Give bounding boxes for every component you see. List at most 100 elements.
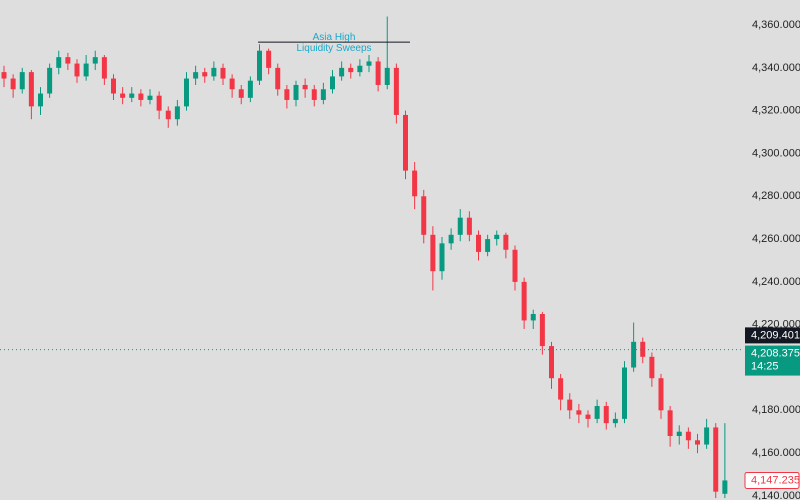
candle-body [83, 63, 89, 77]
candle-body [330, 76, 335, 90]
candle-body [549, 346, 554, 379]
y-tick-label: 4,320.000 [752, 105, 800, 117]
price-badge-label: 4,208.375 [751, 347, 800, 359]
price-badge-label: 4,147.235 [751, 474, 800, 486]
candle-body [375, 61, 381, 85]
y-tick-label: 4,340.000 [752, 62, 800, 74]
candle-body [211, 67, 217, 77]
candle-body [622, 367, 627, 419]
candle-body [320, 89, 326, 100]
candle-body [539, 313, 545, 347]
candle-body [65, 57, 71, 64]
candle-body [275, 67, 281, 90]
candle-body [238, 89, 244, 98]
y-tick-label: 4,140.000 [752, 490, 800, 500]
candle-body [138, 93, 144, 100]
candle-body [494, 234, 500, 240]
candle-body [311, 89, 317, 100]
candle-body [357, 65, 363, 73]
candle-body [339, 67, 345, 77]
candle-body [156, 95, 162, 111]
candle-body [412, 170, 418, 197]
price-badge [745, 327, 800, 344]
countdown-label: 14:25 [751, 360, 779, 372]
candle-body [10, 78, 16, 90]
y-tick-label: 4,360.000 [752, 19, 800, 31]
candle-body [92, 57, 98, 64]
candle-body [247, 80, 253, 98]
candle-body [38, 93, 43, 107]
candle-body [28, 72, 34, 107]
candle-body [558, 378, 564, 400]
candle-body [631, 341, 637, 368]
annotation-text: Asia High [313, 32, 356, 43]
candle-body [384, 67, 390, 85]
candle-body [56, 57, 62, 68]
candle-body [284, 89, 290, 100]
candle-body [585, 414, 591, 419]
candle-body [403, 114, 408, 171]
candle-body [503, 234, 509, 250]
candle-body [1, 72, 7, 79]
y-tick-label: 4,240.000 [752, 276, 800, 288]
candle-body [74, 63, 80, 77]
candle-body [713, 427, 719, 492]
y-tick-label: 4,260.000 [752, 233, 800, 245]
candle-body [266, 50, 272, 68]
y-tick-label: 4,160.000 [752, 447, 800, 459]
candle-body [147, 95, 153, 100]
candle-body [120, 93, 126, 98]
candle-body [576, 410, 582, 415]
candle-body [530, 313, 536, 321]
candle-body [512, 249, 518, 282]
candle-body [229, 78, 235, 90]
candle-body [393, 67, 399, 115]
y-tick-label: 4,300.000 [752, 147, 800, 159]
candle-body [567, 399, 573, 411]
candle-body [101, 57, 107, 79]
candle-body [695, 440, 700, 445]
candle-body [165, 110, 171, 120]
candle-body [19, 72, 25, 90]
candle-body [220, 67, 226, 79]
candle-body [640, 341, 646, 357]
annotation-text: Liquidity Sweeps [296, 43, 371, 54]
candle-body [485, 239, 491, 252]
candle-body [439, 243, 445, 272]
candle-body [521, 281, 527, 321]
candle-body [430, 234, 436, 272]
candle-body [658, 378, 664, 411]
y-tick-label: 4,280.000 [752, 190, 800, 202]
candle-body [129, 93, 135, 98]
candle-body [603, 406, 609, 424]
candle-body [612, 418, 618, 424]
price-badge [744, 471, 800, 489]
candle-body [476, 234, 481, 252]
candle-body [457, 217, 463, 235]
candle-body [676, 431, 682, 437]
candle-body [257, 50, 262, 81]
candle-body [667, 410, 673, 437]
candle-body [685, 431, 691, 441]
candle-body [366, 61, 372, 66]
candle-body [594, 406, 600, 419]
candle-body [722, 480, 728, 494]
candle-body [193, 72, 199, 79]
candle-body [184, 78, 189, 107]
candle-body [47, 67, 53, 94]
candle-body [421, 196, 427, 235]
candle-body [293, 84, 299, 100]
candle-body [649, 356, 655, 379]
candle-body [448, 234, 454, 244]
candle-body [202, 72, 208, 77]
candle-body [174, 106, 180, 120]
candle-body [704, 427, 710, 445]
candle-body [302, 84, 308, 90]
candle-body [111, 78, 116, 94]
candle-body [466, 217, 472, 235]
candle-body [348, 67, 354, 73]
y-tick-label: 4,180.000 [752, 404, 800, 416]
price-badge-label: 4,209.401 [751, 329, 800, 341]
